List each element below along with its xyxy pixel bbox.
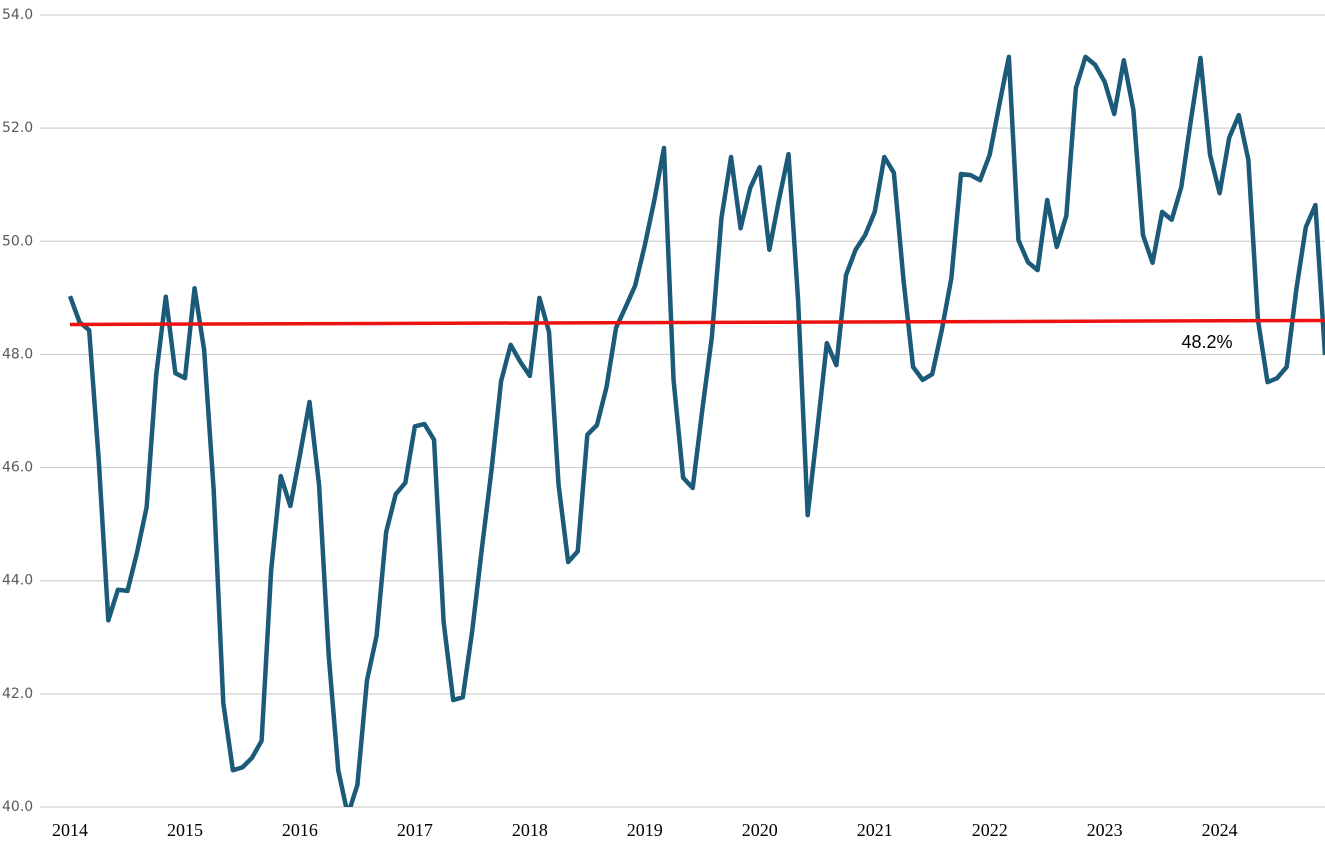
y-tick-label: 54.0 (2, 7, 33, 23)
y-tick-label: 42.0 (2, 686, 33, 702)
annotation: 48.2% (1181, 332, 1232, 352)
trend-line (69, 318, 1325, 327)
x-tick-label: 2021 (857, 820, 893, 840)
x-tick-label: 2017 (397, 820, 433, 840)
x-tick-label: 2024 (1202, 820, 1238, 840)
x-tick-label: 2016 (282, 820, 318, 840)
x-tick-label: 2015 (167, 820, 203, 840)
x-tick-label: 2022 (972, 820, 1008, 840)
data-line (67, 54, 1325, 807)
y-tick-label: 48.0 (2, 346, 33, 362)
y-tick-label: 52.0 (2, 120, 33, 136)
y-tick-label: 50.0 (2, 233, 33, 249)
y-tick-label: 46.0 (2, 460, 33, 476)
x-tick-label: 2020 (742, 820, 778, 840)
y-tick-label: 40.0 (2, 799, 33, 815)
y-tick-label: 44.0 (2, 573, 33, 589)
x-tick-label: 2023 (1087, 820, 1123, 840)
x-tick-label: 2018 (512, 820, 548, 840)
x-tick-label: 2014 (52, 820, 88, 840)
x-tick-label: 2019 (627, 820, 663, 840)
